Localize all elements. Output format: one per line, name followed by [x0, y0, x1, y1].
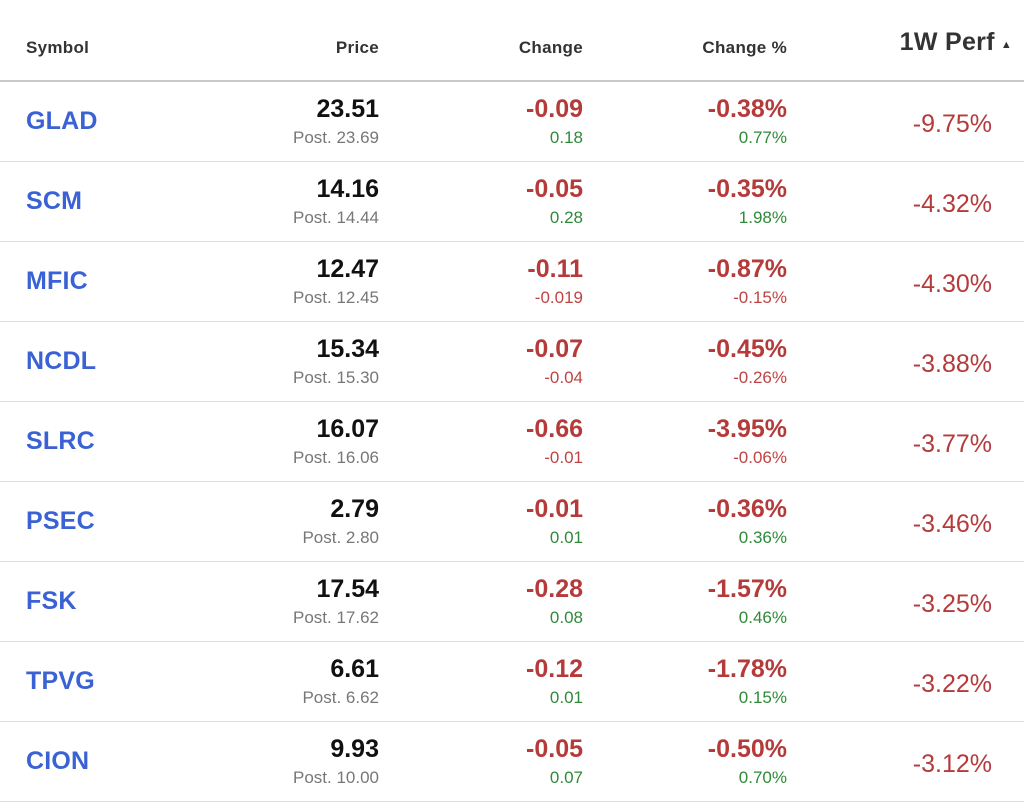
table-row[interactable]: PSEC 2.79 Post. 2.80 -0.01 0.01 -0.36% 0.36% -3… — [0, 482, 1024, 562]
post-market-change-percent: 0.70% — [738, 768, 787, 787]
price-value: 23.51 — [316, 95, 379, 123]
table-row[interactable]: SCM 14.16 Post. 14.44 -0.05 0.28 -0.35% 1.98% -… — [0, 162, 1024, 242]
price-value: 15.34 — [316, 335, 379, 363]
table-row[interactable]: CION 9.93 Post. 10.00 -0.05 0.07 -0.50% 0.70% -… — [0, 722, 1024, 802]
symbol-link[interactable]: TPVG — [26, 667, 95, 695]
table-row[interactable]: SLRC 16.07 Post. 16.06 -0.66 -0.01 -3.95% -0.0… — [0, 402, 1024, 482]
sort-ascending-icon[interactable]: ▲ — [1000, 39, 1012, 51]
post-market-change-percent: 0.46% — [738, 608, 787, 627]
table-row[interactable]: TPVG 6.61 Post. 6.62 -0.12 0.01 -1.78% 0.15% -3… — [0, 642, 1024, 722]
weekly-performance: -3.12% — [912, 750, 992, 778]
post-market-change: 0.18 — [549, 128, 583, 147]
header-change-percent[interactable]: Change % — [702, 38, 787, 57]
table-row[interactable]: GLAD 23.51 Post. 23.69 -0.09 0.18 -0.38% 0.77%… — [0, 82, 1024, 162]
price-value: 9.93 — [330, 735, 379, 763]
post-market-change: -0.01 — [544, 448, 583, 467]
header-1w-perf-label: 1W Perf — [899, 28, 995, 56]
post-market-price: Post. 10.00 — [292, 768, 379, 787]
post-market-price: Post. 6.62 — [302, 688, 379, 707]
post-market-change-percent: -0.26% — [733, 368, 787, 387]
post-market-price: Post. 2.80 — [302, 528, 379, 547]
change-percent-value: -0.87% — [707, 255, 787, 283]
change-percent-value: -1.78% — [707, 655, 787, 683]
post-market-change: -0.019 — [534, 288, 583, 307]
header-1w-perf[interactable]: 1W Perf ▲ — [900, 28, 1012, 57]
table-body: GLAD 23.51 Post. 23.69 -0.09 0.18 -0.38% 0.77%… — [0, 82, 1024, 802]
change-value: -0.07 — [526, 335, 583, 363]
price-value: 12.47 — [316, 255, 379, 283]
weekly-performance: -4.30% — [912, 270, 992, 298]
table-row[interactable]: MFIC 12.47 Post. 12.45 -0.11 -0.019 -0.87% -0.… — [0, 242, 1024, 322]
symbol-link[interactable]: SCM — [26, 187, 83, 215]
post-market-price: Post. 15.30 — [292, 368, 379, 387]
post-market-change: 0.28 — [549, 208, 583, 227]
table-row[interactable]: NCDL 15.34 Post. 15.30 -0.07 -0.04 -0.45% -0.2… — [0, 322, 1024, 402]
post-market-change-percent: 0.15% — [738, 688, 787, 707]
change-percent-value: -0.36% — [707, 495, 787, 523]
post-market-price: Post. 14.44 — [292, 208, 379, 227]
change-value: -0.28 — [526, 575, 583, 603]
change-percent-value: -1.57% — [707, 575, 787, 603]
post-market-change: -0.04 — [544, 368, 583, 387]
change-percent-value: -0.38% — [707, 95, 787, 123]
price-value: 17.54 — [316, 575, 379, 603]
symbol-link[interactable]: NCDL — [26, 347, 97, 375]
weekly-performance: -3.77% — [912, 430, 992, 458]
change-percent-value: -0.50% — [707, 735, 787, 763]
symbol-link[interactable]: GLAD — [26, 107, 98, 135]
change-percent-value: -3.95% — [707, 415, 787, 443]
table-header: Symbol Price Change Change % 1W Perf ▲ — [0, 0, 1024, 82]
symbol-link[interactable]: FSK — [26, 587, 77, 615]
post-market-change-percent: 1.98% — [738, 208, 787, 227]
change-percent-value: -0.45% — [707, 335, 787, 363]
post-market-price: Post. 23.69 — [292, 128, 379, 147]
table-row[interactable]: FSK 17.54 Post. 17.62 -0.28 0.08 -1.57% 0.46% -… — [0, 562, 1024, 642]
change-value: -0.66 — [526, 415, 583, 443]
post-market-change-percent: 0.36% — [738, 528, 787, 547]
weekly-performance: -3.25% — [912, 590, 992, 618]
header-price[interactable]: Price — [335, 38, 379, 57]
post-market-change-percent: -0.15% — [733, 288, 787, 307]
change-value: -0.11 — [527, 255, 583, 283]
change-value: -0.05 — [526, 735, 583, 763]
header-change[interactable]: Change — [518, 38, 583, 57]
post-market-change: 0.01 — [549, 688, 583, 707]
weekly-performance: -3.22% — [912, 670, 992, 698]
weekly-performance: -4.32% — [912, 190, 992, 218]
change-value: -0.05 — [526, 175, 583, 203]
weekly-performance: -9.75% — [912, 110, 992, 138]
weekly-performance: -3.46% — [912, 510, 992, 538]
post-market-price: Post. 12.45 — [292, 288, 379, 307]
post-market-change-percent: -0.06% — [733, 448, 787, 467]
header-symbol[interactable]: Symbol — [26, 38, 90, 57]
price-value: 14.16 — [316, 175, 379, 203]
post-market-change-percent: 0.77% — [738, 128, 787, 147]
post-market-change: 0.01 — [549, 528, 583, 547]
symbol-link[interactable]: SLRC — [26, 427, 95, 455]
price-value: 16.07 — [316, 415, 379, 443]
weekly-performance: -3.88% — [912, 350, 992, 378]
change-value: -0.09 — [526, 95, 583, 123]
change-value: -0.12 — [526, 655, 583, 683]
price-value: 2.79 — [330, 495, 379, 523]
symbol-link[interactable]: MFIC — [26, 267, 88, 295]
post-market-price: Post. 16.06 — [292, 448, 379, 467]
price-value: 6.61 — [330, 655, 379, 683]
post-market-price: Post. 17.62 — [292, 608, 379, 627]
post-market-change: 0.07 — [549, 768, 583, 787]
symbol-link[interactable]: CION — [26, 747, 90, 775]
post-market-change: 0.08 — [549, 608, 583, 627]
change-value: -0.01 — [526, 495, 583, 523]
change-percent-value: -0.35% — [707, 175, 787, 203]
symbol-link[interactable]: PSEC — [26, 507, 95, 535]
